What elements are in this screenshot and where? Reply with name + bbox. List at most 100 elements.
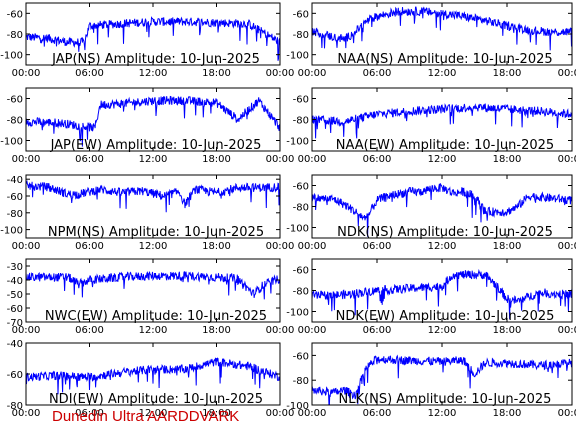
amplitude-trace bbox=[26, 95, 280, 147]
x-tick-label: 12:00 bbox=[428, 241, 457, 252]
y-tick-label: -60 bbox=[7, 9, 23, 20]
y-tick-label: -30 bbox=[7, 262, 23, 273]
x-tick-label: 06:00 bbox=[75, 68, 104, 79]
y-tick-label: -100 bbox=[0, 226, 23, 237]
x-tick-label: 12:00 bbox=[428, 325, 457, 336]
x-tick-label: 12:00 bbox=[428, 408, 457, 419]
y-tick-label: -80 bbox=[293, 30, 309, 41]
amplitude-trace bbox=[26, 16, 280, 61]
panel-title: NDK(EW) Amplitude: 10-Jun-2025 bbox=[336, 309, 555, 324]
y-tick-label: -40 bbox=[7, 175, 23, 186]
x-tick-label: 18:00 bbox=[202, 68, 231, 79]
panel-5: -100 -80 -60 00:00 06:00 12:00 18:00 00:00 NAA(N… bbox=[286, 2, 576, 79]
y-tick-label: -50 bbox=[7, 290, 23, 301]
x-tick-label: 12:00 bbox=[139, 154, 168, 165]
x-tick-label: 12:00 bbox=[428, 154, 457, 165]
x-tick-label: 00:00 bbox=[12, 408, 41, 419]
y-tick-label: -60 bbox=[293, 351, 309, 362]
y-tick-label: -60 bbox=[293, 182, 309, 193]
y-tick-label: -40 bbox=[7, 339, 23, 350]
x-tick-label: 00:00 bbox=[558, 408, 576, 419]
x-tick-label: 06:00 bbox=[363, 241, 392, 252]
amplitude-trace bbox=[312, 6, 572, 51]
x-tick-label: 00:00 bbox=[298, 408, 327, 419]
y-tick-label: -100 bbox=[0, 137, 23, 148]
amplitude-trace bbox=[312, 268, 572, 320]
x-tick-label: 06:00 bbox=[75, 241, 104, 252]
panel-title: NAA(NS) Amplitude: 10-Jun-2025 bbox=[337, 52, 552, 67]
panel-3: -70 -60 -50 -40 -30 00:00 06:00 12:00 18:00 00:00… bbox=[7, 258, 295, 336]
x-tick-label: 06:00 bbox=[363, 408, 392, 419]
y-tick-label: -80 bbox=[293, 287, 309, 298]
y-tick-label: -60 bbox=[293, 95, 309, 106]
y-tick-label: -100 bbox=[286, 51, 309, 62]
amplitude-trace bbox=[26, 271, 280, 300]
panel-1: -100 -80 -60 00:00 06:00 12:00 18:00 00:00 JAP(E… bbox=[0, 87, 294, 165]
x-tick-label: 18:00 bbox=[493, 68, 522, 79]
x-tick-label: 12:00 bbox=[139, 408, 168, 419]
x-tick-label: 06:00 bbox=[363, 154, 392, 165]
y-tick-label: -100 bbox=[286, 224, 309, 235]
x-tick-label: 00:00 bbox=[558, 68, 576, 79]
y-tick-label: -80 bbox=[7, 401, 23, 412]
x-tick-label: 06:00 bbox=[75, 408, 104, 419]
x-tick-label: 18:00 bbox=[493, 408, 522, 419]
panel-title: JAP(EW) Amplitude: 10-Jun-2025 bbox=[50, 138, 262, 153]
x-tick-label: 00:00 bbox=[266, 241, 295, 252]
y-tick-label: -100 bbox=[286, 308, 309, 319]
panel-title: JAP(NS) Amplitude: 10-Jun-2025 bbox=[51, 52, 260, 67]
panel-6: -100 -80 -60 00:00 06:00 12:00 18:00 00:00 NAA(E… bbox=[286, 87, 576, 165]
x-tick-label: 06:00 bbox=[363, 325, 392, 336]
y-tick-label: -100 bbox=[286, 401, 309, 412]
amplitude-trace bbox=[312, 183, 572, 237]
panel-title: NLK(NS) Amplitude: 10-Jun-2025 bbox=[339, 392, 552, 407]
x-tick-label: 00:00 bbox=[298, 154, 327, 165]
x-tick-label: 12:00 bbox=[428, 68, 457, 79]
x-tick-label: 00:00 bbox=[266, 68, 295, 79]
y-tick-label: -60 bbox=[7, 95, 23, 106]
y-tick-label: -70 bbox=[7, 318, 23, 329]
x-tick-label: 18:00 bbox=[493, 325, 522, 336]
x-tick-label: 12:00 bbox=[139, 325, 168, 336]
panel-title: NDI(EW) Amplitude: 10-Jun-2025 bbox=[49, 392, 263, 407]
x-tick-label: 06:00 bbox=[75, 325, 104, 336]
x-tick-label: 18:00 bbox=[202, 154, 231, 165]
panel-title: NDK(NS) Amplitude: 10-Jun-2025 bbox=[337, 225, 553, 240]
x-tick-label: 06:00 bbox=[363, 68, 392, 79]
x-tick-label: 00:00 bbox=[266, 408, 295, 419]
y-tick-label: -80 bbox=[293, 376, 309, 387]
y-tick-label: -80 bbox=[7, 116, 23, 127]
x-tick-label: 00:00 bbox=[558, 241, 576, 252]
x-tick-label: 00:00 bbox=[298, 68, 327, 79]
amplitude-trace bbox=[26, 357, 280, 395]
x-tick-label: 00:00 bbox=[12, 325, 41, 336]
panel-9: -100 -80 -60 00:00 06:00 12:00 18:00 00:00 NLK(N… bbox=[286, 342, 576, 419]
x-tick-label: 18:00 bbox=[493, 154, 522, 165]
y-tick-label: -80 bbox=[293, 116, 309, 127]
x-tick-label: 18:00 bbox=[493, 241, 522, 252]
amplitude-trace bbox=[26, 179, 280, 213]
x-tick-label: 00:00 bbox=[12, 154, 41, 165]
amplitude-trace bbox=[312, 103, 572, 139]
panel-8: -100-80-6000:0006:0012:0018:0000:00NDK(E… bbox=[286, 258, 576, 336]
x-tick-label: 06:00 bbox=[75, 154, 104, 165]
y-tick-label: -60 bbox=[7, 304, 23, 315]
y-tick-label: -80 bbox=[7, 209, 23, 220]
panel-title: NPM(NS) Amplitude: 10-Jun-2025 bbox=[48, 225, 264, 240]
station-label: Dunedin Ultra AARDDVARK bbox=[52, 408, 240, 425]
panel-title: NAA(EW) Amplitude: 10-Jun-2025 bbox=[336, 138, 554, 153]
x-tick-label: 00:00 bbox=[558, 325, 576, 336]
x-tick-label: 18:00 bbox=[202, 241, 231, 252]
x-tick-label: 12:00 bbox=[139, 241, 168, 252]
x-tick-label: 00:00 bbox=[298, 241, 327, 252]
panel-0: -100 -80 -60 00:00 06:00 12:00 18:00 00:00 JAP(N… bbox=[0, 2, 295, 79]
x-tick-label: 00:00 bbox=[12, 68, 41, 79]
x-tick-label: 00:00 bbox=[266, 325, 295, 336]
x-tick-label: 00:00 bbox=[558, 154, 576, 165]
x-tick-label: 00:00 bbox=[12, 241, 41, 252]
y-tick-label: -60 bbox=[293, 266, 309, 277]
panel-7: -100 -80 -60 00:00 06:00 12:00 18:00 00:00 NDK(N… bbox=[286, 174, 576, 252]
